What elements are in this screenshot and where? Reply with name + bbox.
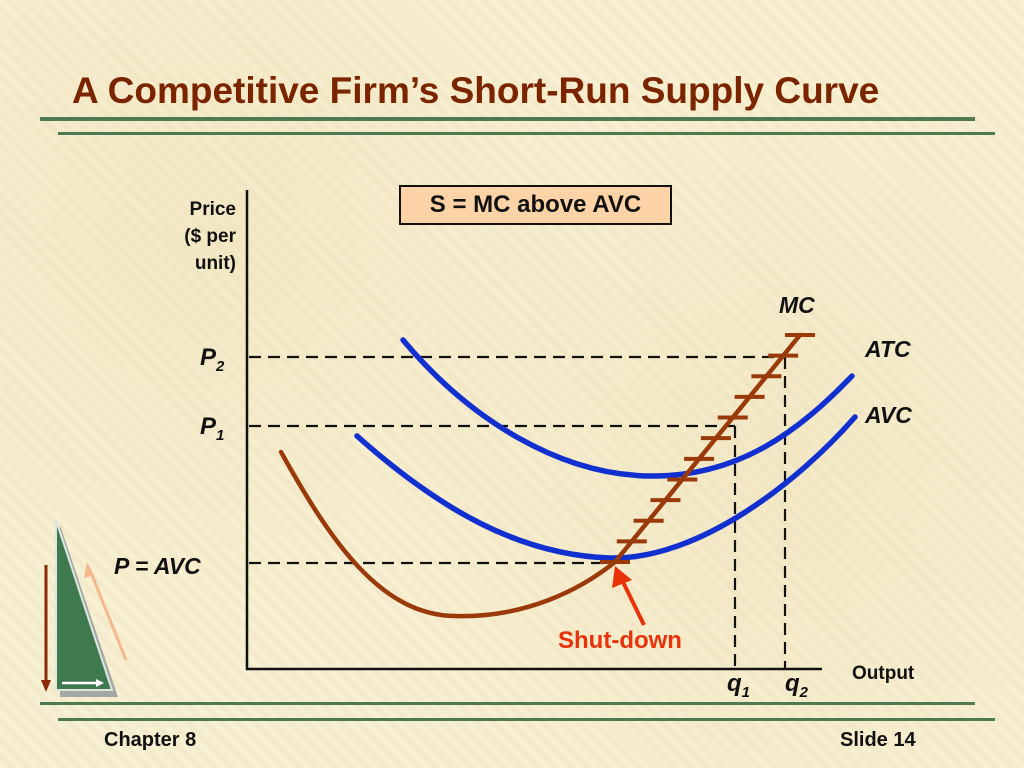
q1-label-main: q — [727, 670, 742, 697]
mc-curve — [278, 332, 803, 619]
chapter-label: Chapter 8 — [104, 729, 197, 751]
p2-label: P2 — [200, 344, 225, 375]
p1-label: P1 — [200, 413, 224, 444]
avc-curve — [354, 414, 858, 561]
footer-rule-secondary — [58, 718, 995, 721]
mc-label: MC — [779, 292, 815, 318]
p2-label-sub: 2 — [215, 358, 225, 375]
shutdown-arrow-head — [612, 566, 632, 588]
footer-rule — [40, 702, 975, 705]
atc-label: ATC — [864, 336, 911, 362]
shutdown-label: Shut-down — [558, 627, 682, 654]
q2-label: q2 — [785, 670, 809, 701]
atc-curve — [400, 337, 855, 479]
avc-label: AVC — [864, 402, 912, 428]
q2-label-main: q — [785, 670, 800, 697]
title-rule — [40, 117, 975, 121]
supply-hatch-marks — [600, 333, 815, 564]
p1-label-main: P — [200, 413, 217, 440]
p2-label-main: P — [200, 344, 217, 371]
p-avc-label: P = AVC — [114, 553, 201, 579]
y-axis-label: Price ($ per unit) — [150, 196, 236, 277]
shutdown-arrow-shaft — [621, 581, 646, 626]
y-axis-label-line: Price — [189, 199, 236, 220]
y-axis-label-line: ($ per — [184, 226, 236, 247]
slide-number: Slide 14 — [840, 729, 916, 751]
p1-label-sub: 1 — [216, 427, 224, 444]
slide-title: A Competitive Firm’s Short-Run Supply Cu… — [72, 70, 880, 111]
q1-label: q1 — [727, 670, 750, 701]
y-axis-label-line: unit) — [194, 253, 236, 274]
x-axis-label: Output — [852, 663, 915, 684]
q2-label-sub: 2 — [799, 684, 809, 701]
title-rule-secondary — [58, 132, 995, 135]
supply-callout-box: S = MC above AVC — [399, 185, 672, 225]
decorative-triangle-graphic — [41, 519, 128, 697]
q1-label-sub: 1 — [742, 684, 750, 701]
